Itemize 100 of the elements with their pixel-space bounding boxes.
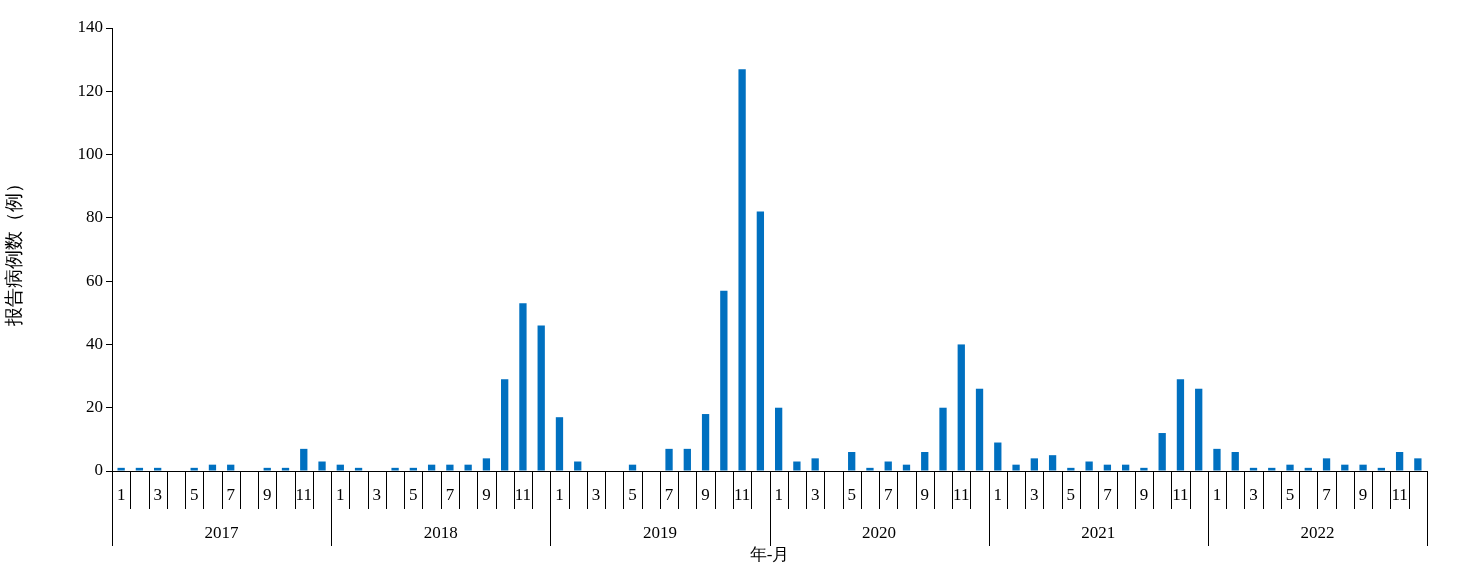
bar [227, 464, 235, 471]
bar [1140, 467, 1148, 471]
bar [281, 467, 290, 471]
y-tick-label: 0 [94, 460, 103, 480]
bar [738, 69, 746, 471]
bar [1085, 461, 1093, 471]
x-tick-label: 9 [1358, 485, 1368, 505]
x-tick-label: 5 [628, 485, 637, 505]
x-tick-label: 1 [774, 485, 783, 505]
y-tick-label: 140 [77, 17, 103, 37]
text: 2020 [862, 523, 897, 543]
text: 2017 [204, 523, 240, 543]
x-tick-label: 1 [555, 485, 564, 505]
bar [482, 458, 491, 471]
bar [1158, 433, 1166, 471]
bar [866, 467, 874, 471]
x-tick-label: 5 [847, 485, 856, 505]
y-axis-title: 报告病例数（例） [3, 173, 25, 327]
bar [884, 461, 892, 471]
x-tick-label: 7 [226, 485, 236, 505]
bar [1268, 467, 1276, 471]
x-tick-label: 9 [920, 485, 929, 505]
bar [1395, 452, 1404, 471]
bar [701, 414, 710, 471]
x-tick-label: 9 [262, 485, 272, 505]
bar [135, 467, 144, 471]
bar [683, 448, 691, 471]
bar [519, 303, 527, 471]
bar [720, 290, 728, 471]
bar [975, 388, 984, 471]
bar [336, 464, 344, 471]
bar [409, 467, 418, 471]
x-tick-label: 3 [1030, 485, 1039, 505]
bar [1067, 467, 1075, 471]
bar [1341, 464, 1349, 471]
x-tick-label: 9 [701, 485, 710, 505]
text: 2022 [1300, 523, 1335, 543]
bar [1414, 458, 1422, 471]
x-tick-label: 5 [1285, 485, 1295, 505]
bar [756, 211, 765, 471]
bar [1377, 467, 1385, 471]
bar [446, 464, 454, 471]
x-tick-label: 7 [445, 485, 455, 505]
bar [939, 407, 947, 471]
x-tick-label: 11 [295, 485, 312, 505]
bar [1213, 448, 1221, 471]
bar [774, 407, 783, 471]
y-tick-label: 60 [86, 270, 103, 290]
bar [1012, 464, 1020, 471]
bar [154, 467, 162, 471]
bar [117, 467, 125, 471]
bar [1359, 464, 1367, 471]
bar [957, 344, 965, 471]
bar [1286, 464, 1294, 471]
x-tick-label: 3 [810, 485, 820, 505]
y-tick-label: 40 [86, 333, 103, 353]
x-tick-label: 7 [883, 485, 893, 505]
bar [208, 464, 217, 471]
bar [1176, 379, 1185, 471]
x-tick-label: 11 [1172, 485, 1189, 505]
bar [354, 467, 363, 471]
bar [1249, 467, 1258, 471]
x-tick-label: 1 [1212, 485, 1222, 505]
x-tick-label: 1 [116, 485, 126, 505]
bar [665, 448, 673, 471]
x-tick-label: 1 [993, 485, 1003, 505]
x-tick-label: 3 [372, 485, 382, 505]
x-tick-label: 9 [1139, 485, 1149, 505]
bar [1304, 467, 1312, 471]
x-tick-label: 11 [733, 485, 751, 505]
text: 2018 [423, 523, 458, 543]
x-tick-label: 11 [953, 485, 970, 505]
bar [263, 467, 271, 471]
x-tick-label: 7 [664, 485, 674, 505]
bar [1121, 464, 1130, 471]
x-tick-label: 1 [336, 485, 345, 505]
y-tick-label: 20 [86, 397, 103, 417]
text: 2021 [1081, 523, 1116, 543]
bar [1048, 455, 1057, 471]
x-tick-label: 5 [409, 485, 418, 505]
bar [628, 464, 637, 471]
bar [1322, 458, 1331, 471]
bar [501, 379, 509, 471]
bar [848, 452, 856, 471]
y-tick-label: 120 [77, 80, 103, 100]
bar [574, 461, 582, 471]
bar [811, 458, 819, 471]
x-tick-label: 3 [1249, 485, 1258, 505]
x-tick-label: 3 [591, 485, 601, 505]
x-tick-label: 11 [1391, 485, 1408, 505]
x-tick-label: 11 [514, 485, 532, 505]
x-tick-label: 7 [1322, 485, 1332, 505]
bar [994, 442, 1002, 471]
bar [555, 417, 564, 471]
bar [427, 464, 436, 471]
bar [464, 464, 472, 471]
bar [391, 467, 399, 471]
bar [793, 461, 801, 471]
bar [1103, 464, 1112, 471]
x-tick-label: 9 [482, 485, 491, 505]
